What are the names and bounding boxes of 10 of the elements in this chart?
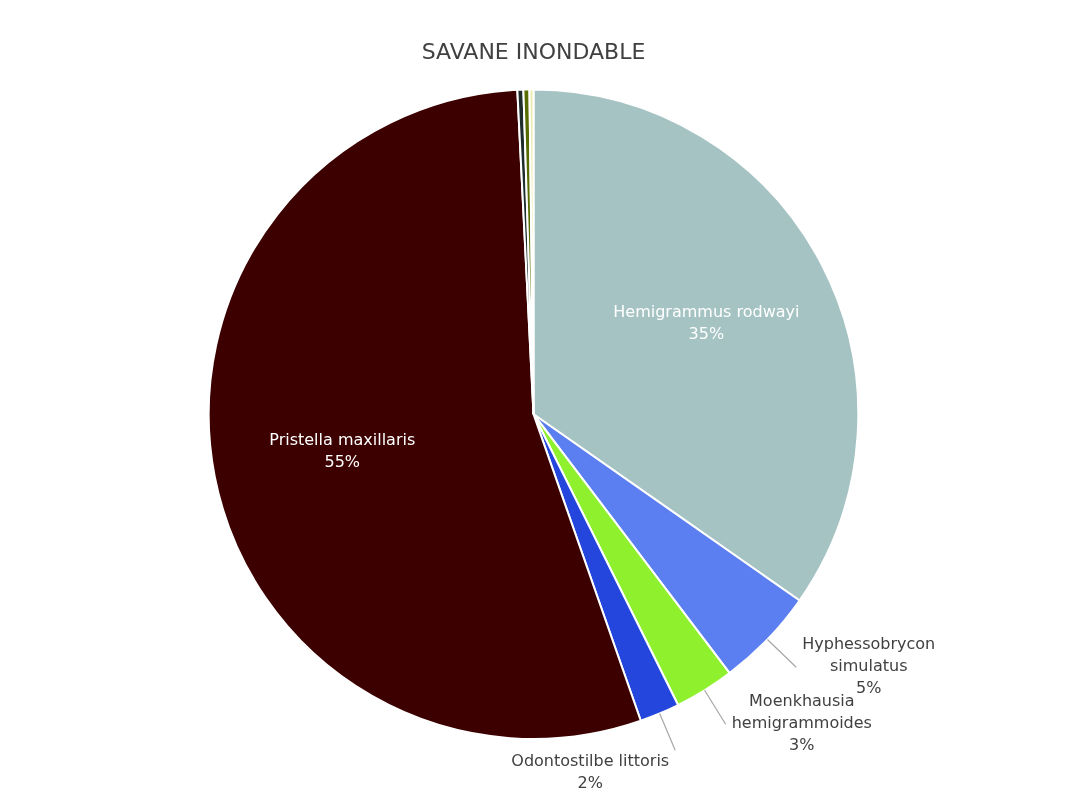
data-label: 55% bbox=[324, 451, 361, 471]
data-label: 35% bbox=[688, 324, 725, 344]
slice-label: Odontostilbe littoris bbox=[511, 750, 670, 770]
slice-label: Pristella maxillaris bbox=[269, 429, 416, 449]
slice-label: Hyphessobrycon simulatus bbox=[802, 634, 936, 676]
chart-title: SAVANE INONDABLE bbox=[421, 38, 646, 64]
data-label: 2% bbox=[577, 772, 603, 792]
data-label: 5% bbox=[856, 678, 882, 698]
slice-label: Hemigrammus rodwayi bbox=[613, 302, 800, 322]
data-label: 3% bbox=[789, 735, 815, 755]
